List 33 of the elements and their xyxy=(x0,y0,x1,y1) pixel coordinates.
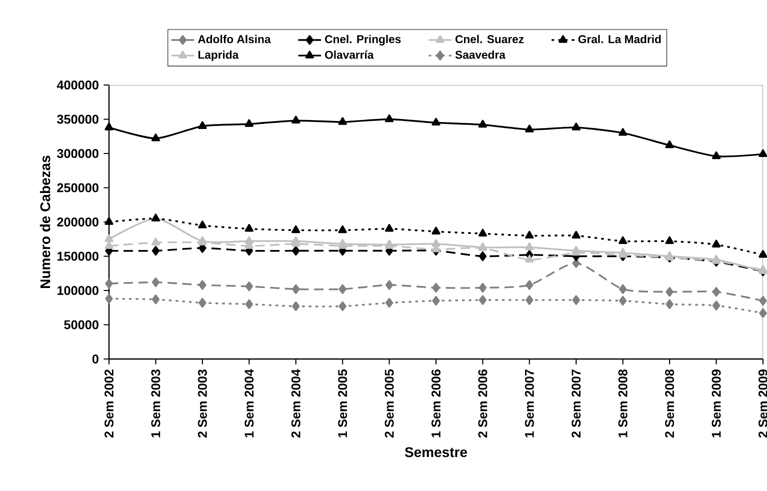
x-tick-label: 1 Sem 2007 xyxy=(524,370,534,438)
x-tick-label: 2 Sem 2005 xyxy=(384,369,394,438)
x-tick-label: 2 Sem 2007 xyxy=(572,370,581,438)
y-tick-label: 250000 xyxy=(57,183,98,192)
x-tick-label: 1 Sem 2008 xyxy=(618,369,628,438)
x-tick-label: 1 Sem 2005 xyxy=(338,369,348,438)
y-axis-title: Numero de Cabezas xyxy=(40,156,50,288)
y-tick-label: 0 xyxy=(92,354,98,364)
x-tick-label: 1 Sem 2003 xyxy=(151,370,160,438)
x-tick-label: 2 Sem 2009 xyxy=(758,370,767,438)
y-tick-label: 200000 xyxy=(57,218,98,226)
legend-label: Saavedra xyxy=(455,50,506,59)
legend-label: Cnel. Pringles xyxy=(325,34,401,46)
legend-label: Adolfo Alsina xyxy=(198,34,271,44)
x-tick-label: 2 Sem 2004 xyxy=(291,369,300,438)
y-tick-label: 150000 xyxy=(57,252,98,261)
x-tick-label: 2 Sem 2003 xyxy=(198,370,207,438)
x-tick-label: 1 Sem 2009 xyxy=(712,370,721,438)
x-tick-label: 2 Sem 2008 xyxy=(665,369,674,438)
y-tick-label: 50000 xyxy=(64,320,98,330)
legend-label: Cnel. Suarez xyxy=(455,34,524,44)
y-tick-label: 400000 xyxy=(56,80,98,90)
x-tick-label: 1 Sem 2004 xyxy=(244,369,254,438)
y-tick-label: 300000 xyxy=(56,148,98,158)
x-tick-label: 2 Sem 2006 xyxy=(478,370,488,438)
x-tick-label: 2 Sem 2002 xyxy=(104,370,114,438)
legend-label: Gral. La Madrid xyxy=(578,34,661,44)
legend-label: Olavarría xyxy=(325,50,374,59)
x-axis-title: Semestre xyxy=(404,447,468,458)
y-tick-label: 350000 xyxy=(56,114,98,124)
legend-label: Laprida xyxy=(198,50,239,62)
x-tick-label: 1 Sem 2006 xyxy=(432,370,440,438)
y-tick-label: 100000 xyxy=(57,286,98,295)
